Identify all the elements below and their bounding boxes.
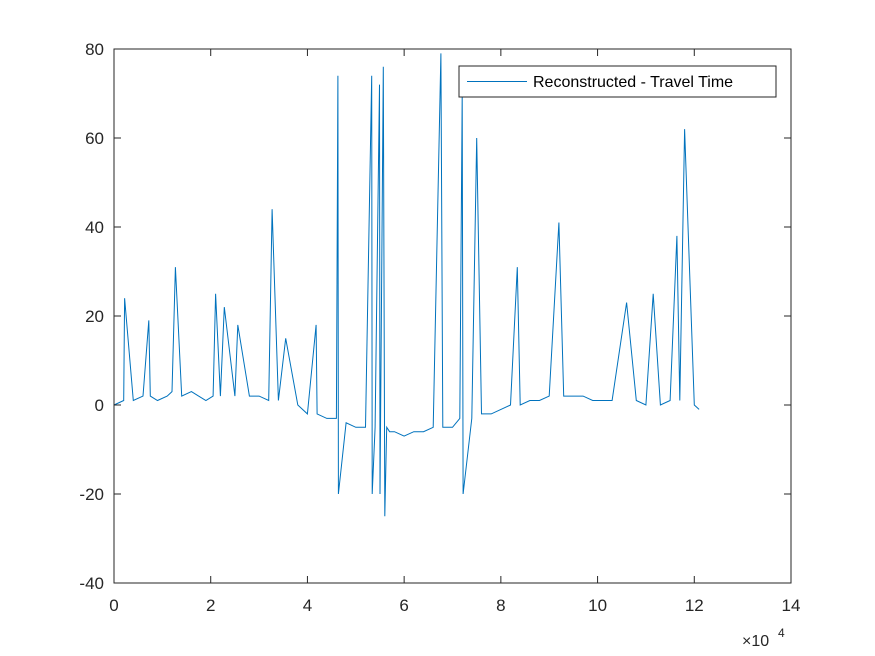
y-tick-label: 20 bbox=[85, 307, 104, 326]
legend: Reconstructed - Travel Time bbox=[458, 65, 777, 98]
legend-label: Reconstructed - Travel Time bbox=[533, 74, 733, 91]
x-tick-label: 10 bbox=[588, 596, 607, 615]
x-axis: 0 2 4 6 8 10 12 14 bbox=[109, 49, 800, 615]
x-tick-label: 6 bbox=[399, 596, 408, 615]
series-layer bbox=[113, 53, 700, 517]
series-line-0 bbox=[113, 53, 700, 517]
x-tick-label: 0 bbox=[109, 596, 118, 615]
y-tick-label: -40 bbox=[79, 574, 104, 593]
x-exponent-power: 4 bbox=[778, 626, 785, 640]
x-tick-label: 12 bbox=[685, 596, 704, 615]
x-tick-label: 2 bbox=[206, 596, 215, 615]
y-tick-label: 80 bbox=[85, 40, 104, 59]
y-tick-label: 0 bbox=[95, 396, 104, 415]
x-tick-label: 14 bbox=[782, 596, 801, 615]
x-exponent-base: ×10 bbox=[742, 633, 769, 650]
y-axis: -40 -20 0 20 40 60 80 bbox=[79, 40, 791, 593]
y-tick-label: 40 bbox=[85, 218, 104, 237]
x-tick-label: 8 bbox=[496, 596, 505, 615]
x-exponent-label: ×10 4 bbox=[742, 626, 785, 650]
y-tick-label: 60 bbox=[85, 129, 104, 148]
y-tick-label: -20 bbox=[79, 485, 104, 504]
x-tick-label: 4 bbox=[303, 596, 312, 615]
